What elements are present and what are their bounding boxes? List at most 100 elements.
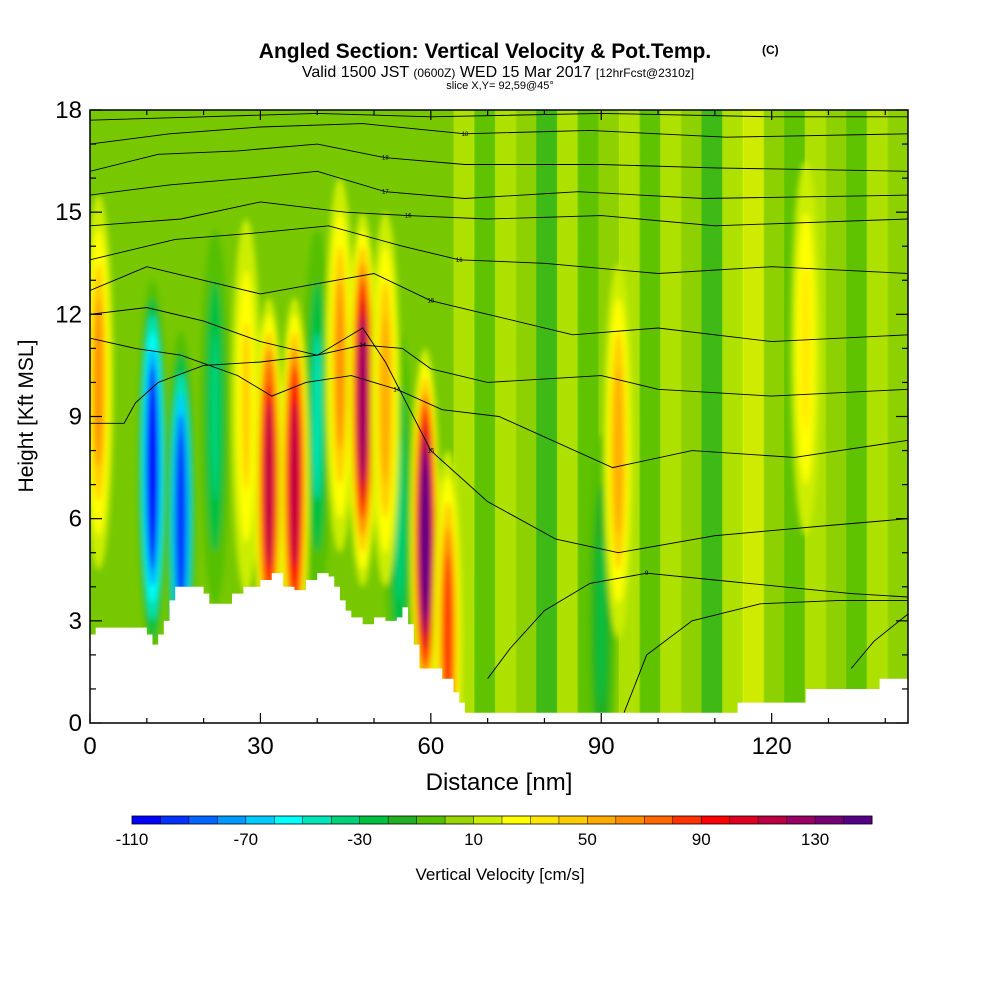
colorbar-tick-label: -30 <box>347 830 372 849</box>
theta-contour <box>90 225 908 274</box>
colorbar-swatch <box>132 816 161 824</box>
slice-label: slice X,Y= 92,59@45° <box>446 80 554 92</box>
colorbar-swatch <box>843 816 873 824</box>
colorbar-tick-label: 50 <box>578 830 597 849</box>
updraft-cell <box>290 400 299 569</box>
colorbar-tick-label: -110 <box>116 830 149 849</box>
colorbar-swatch <box>160 816 190 824</box>
colorbar-swatch <box>473 816 503 824</box>
downdraft-cell <box>313 332 322 501</box>
terrain-mask <box>90 573 908 723</box>
y-tick-label: 3 <box>69 608 82 635</box>
colorbar-swatch <box>302 816 332 824</box>
theta-contour <box>90 337 908 469</box>
velocity-band <box>494 110 517 723</box>
y-tick-label: 6 <box>69 506 82 533</box>
colorbar-swatch <box>359 816 389 824</box>
theta-contour <box>90 344 908 424</box>
velocity-band <box>474 110 496 723</box>
theta-contour <box>90 170 908 199</box>
updraft-cell <box>381 315 390 484</box>
contour-label: 14 <box>393 387 400 393</box>
theta-contour <box>623 599 908 713</box>
colorbar-swatch <box>786 816 816 824</box>
theta-contour <box>90 266 908 343</box>
colorbar-swatch <box>530 816 560 824</box>
theta-contour <box>90 143 908 172</box>
x-tick-label: 0 <box>83 733 96 760</box>
x-axis-label: Distance [nm] <box>426 769 573 796</box>
colorbar-swatch <box>729 816 759 824</box>
x-axis: 0 30 60 90 120 <box>83 110 886 760</box>
colorbar-swatch <box>217 816 247 824</box>
colorbar-swatch <box>274 816 304 824</box>
contour-label: 18 <box>382 156 389 162</box>
y-tick-label: 18 <box>55 97 82 124</box>
y-axis: 0 3 6 9 12 15 18 <box>55 97 908 737</box>
updraft-cell <box>358 315 367 484</box>
subtitle-utc: (0600Z) <box>413 66 455 80</box>
colorbar-swatch <box>245 816 275 824</box>
velocity-band <box>515 110 538 723</box>
subtitle-valid: Valid 1500 JST <box>302 64 410 81</box>
colorbar-swatch <box>615 816 645 824</box>
contour-label: 15 <box>427 299 434 305</box>
contour-label: 15 <box>427 449 434 455</box>
colorbar-swatch <box>815 816 845 824</box>
colorbar-tick-label: -70 <box>234 830 259 849</box>
contour-label: 17 <box>382 190 389 196</box>
colorbar-swatch <box>445 816 475 824</box>
theta-contour <box>90 201 908 227</box>
colorbar-swatch <box>587 816 617 824</box>
colorbar-swatch <box>388 816 418 824</box>
velocity-band <box>763 110 786 723</box>
contour-label: 9 <box>645 571 649 577</box>
contour-label: 16 <box>405 214 412 220</box>
y-tick-label: 0 <box>69 710 82 737</box>
x-tick-label: 120 <box>752 733 792 760</box>
updraft-cell <box>242 321 251 491</box>
y-tick-label: 15 <box>55 199 82 226</box>
y-axis-label: Height [Kft MSL] <box>15 340 38 493</box>
theta-contour <box>487 572 908 679</box>
y-tick-label: 9 <box>69 404 82 431</box>
plot-area: 14 14 15 9 15 16 16 17 18 18 <box>90 110 908 723</box>
velocity-band <box>556 110 579 723</box>
velocity-field <box>453 110 908 723</box>
velocity-band <box>536 110 558 723</box>
velocity-band <box>660 110 682 723</box>
x-tick-label: 90 <box>588 733 615 760</box>
x-tick-label: 30 <box>247 733 274 760</box>
colorbar-swatch <box>558 816 588 824</box>
velocity-band <box>866 110 889 723</box>
updraft-cell <box>264 400 274 569</box>
velocity-band <box>825 110 848 723</box>
colorbar-swatch <box>758 816 788 824</box>
updraft-cell <box>421 451 430 620</box>
velocity-band <box>722 110 744 723</box>
subtitle-date: WED 15 Mar 2017 <box>460 64 592 81</box>
updraft-cell <box>614 366 623 535</box>
title-mark: (C) <box>762 43 779 57</box>
subtitle-forecast: [12hrFcst@2310z] <box>596 66 694 80</box>
colorbar-swatch <box>188 816 218 824</box>
colorbar-swatch <box>701 816 731 824</box>
velocity-band <box>701 110 724 723</box>
theta-contour <box>90 123 908 145</box>
colorbar: -110 -70 -30 10 50 90 130 <box>116 815 873 849</box>
velocity-band <box>846 110 868 723</box>
x-tick-label: 60 <box>417 733 444 760</box>
chart-subtitle: Valid 1500 JST (0600Z) WED 15 Mar 2017 [… <box>302 64 694 81</box>
updraft-cell <box>801 264 810 433</box>
velocity-band <box>742 110 765 723</box>
theta-contour <box>90 307 908 554</box>
contour-label: 18 <box>462 132 469 138</box>
colorbar-swatch <box>331 816 361 824</box>
colorbar-swatch <box>672 816 702 824</box>
contour-label: 16 <box>456 258 463 264</box>
downdraft-cell <box>210 332 220 501</box>
downdraft-cell <box>597 536 606 706</box>
downdraft-cell <box>176 434 186 603</box>
velocity-band <box>680 110 703 723</box>
